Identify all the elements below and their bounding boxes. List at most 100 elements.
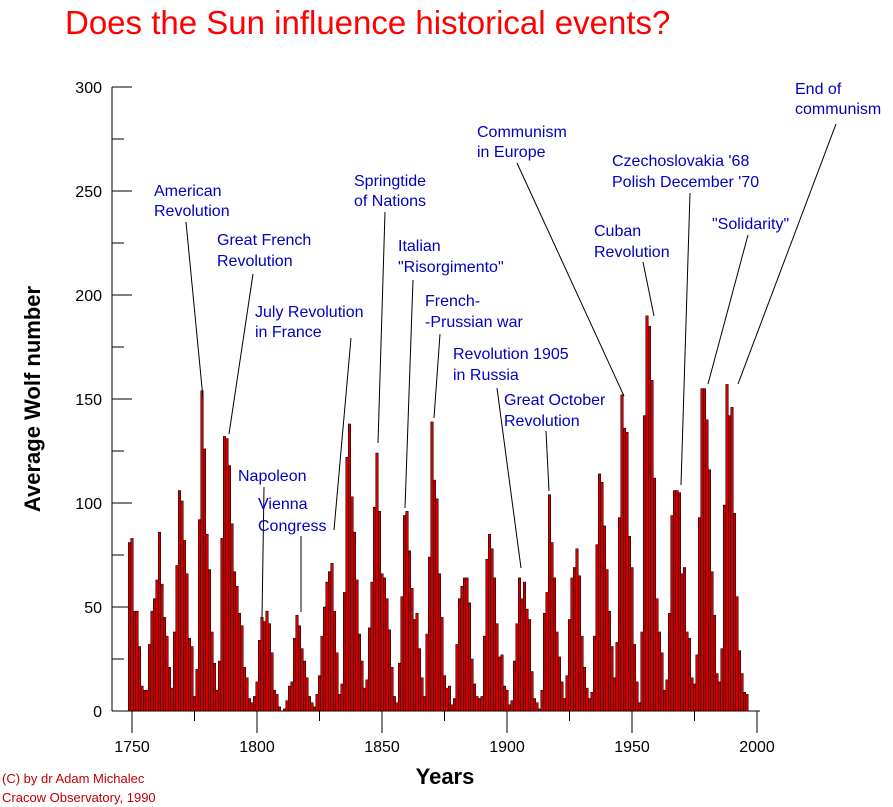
- bar: [143, 689, 146, 712]
- bar: [383, 577, 386, 712]
- bar: [528, 619, 531, 712]
- bar: [720, 648, 724, 712]
- bar: [735, 596, 739, 712]
- bar: [540, 689, 544, 712]
- bar: [673, 490, 676, 712]
- bar: [640, 631, 644, 712]
- bar: [665, 679, 669, 712]
- bar: [390, 667, 394, 712]
- bar: [708, 469, 711, 712]
- annotation-napoleon: Napoleon: [238, 468, 307, 485]
- bar: [590, 692, 594, 712]
- bar: [575, 548, 579, 712]
- bar: [445, 687, 449, 712]
- bar: [535, 702, 539, 712]
- bar: [508, 704, 511, 712]
- bar: [338, 694, 341, 712]
- bar: [160, 583, 164, 712]
- bar: [180, 500, 184, 712]
- bar: [153, 598, 156, 712]
- bar: [418, 648, 421, 712]
- bar: [450, 704, 454, 712]
- bar: [348, 423, 351, 712]
- bar: [253, 696, 256, 712]
- bar: [480, 696, 484, 712]
- bar: [580, 635, 584, 712]
- annotation-vienna-congress: Vienna Congress: [258, 496, 326, 535]
- bar: [503, 685, 506, 712]
- bar: [583, 667, 586, 712]
- bar: [250, 702, 254, 712]
- bar: [678, 492, 681, 712]
- bar: [728, 415, 731, 712]
- bar: [233, 571, 236, 712]
- bar: [710, 571, 714, 712]
- bar: [513, 660, 516, 712]
- bar: [560, 681, 564, 712]
- bar: [438, 573, 441, 712]
- bar: [668, 612, 671, 712]
- bar: [455, 644, 459, 712]
- annotation-franco-prussian-war: French- -Prussian war: [425, 293, 523, 331]
- y-tick-label: 200: [75, 288, 102, 305]
- bar: [358, 633, 361, 712]
- bar: [395, 702, 399, 712]
- bar: [325, 581, 329, 712]
- bar: [500, 654, 504, 712]
- y-tick-label: 100: [75, 496, 102, 513]
- bar: [468, 602, 471, 712]
- credit-text: (C) by dr Adam Michalec Cracow Observato…: [2, 771, 156, 805]
- bar: [215, 689, 219, 712]
- bar: [518, 577, 521, 712]
- bar: [608, 610, 611, 712]
- bar: [340, 683, 344, 712]
- bar: [370, 581, 374, 712]
- bar: [648, 325, 651, 712]
- bar: [278, 706, 281, 712]
- bar: [538, 708, 541, 712]
- bar: [188, 637, 191, 712]
- bar: [633, 644, 636, 712]
- bar: [135, 610, 139, 712]
- bar: [355, 579, 359, 712]
- bar: [715, 673, 719, 712]
- bar: [290, 681, 294, 712]
- bar: [368, 627, 371, 712]
- bar: [638, 702, 641, 712]
- y-tick-label: 250: [75, 184, 102, 201]
- bar: [555, 631, 559, 712]
- bar: [330, 563, 334, 712]
- bar: [533, 698, 536, 712]
- bar: [573, 567, 576, 712]
- bar: [310, 702, 314, 712]
- bar: [698, 517, 701, 712]
- bar: [298, 625, 301, 712]
- bar: [295, 615, 299, 712]
- bar: [745, 694, 749, 712]
- bar: [335, 652, 339, 712]
- bar: [258, 640, 261, 712]
- bar: [653, 477, 656, 712]
- bar: [498, 656, 501, 712]
- annotations: American Revolution Great French Revolut…: [154, 81, 881, 535]
- bar: [558, 656, 561, 712]
- bar: [563, 698, 566, 712]
- bar: [263, 621, 266, 712]
- bar: [443, 675, 446, 712]
- bar: [288, 685, 291, 712]
- bar: [410, 588, 414, 712]
- bar: [230, 523, 234, 712]
- bar: [523, 581, 526, 712]
- annotation-american-revolution: American Revolution: [154, 183, 230, 220]
- annotation-revolution-1905: Revolution 1905 in Russia: [453, 346, 573, 384]
- bar: [738, 650, 741, 712]
- bar: [140, 685, 144, 712]
- bar: [520, 598, 524, 712]
- annotation-solidarity: "Solidarity": [712, 216, 789, 233]
- bar: [690, 677, 694, 712]
- bar: [378, 511, 381, 712]
- bar: [363, 687, 366, 712]
- bar: [205, 533, 209, 712]
- bar: [218, 660, 221, 712]
- bar: [350, 496, 354, 712]
